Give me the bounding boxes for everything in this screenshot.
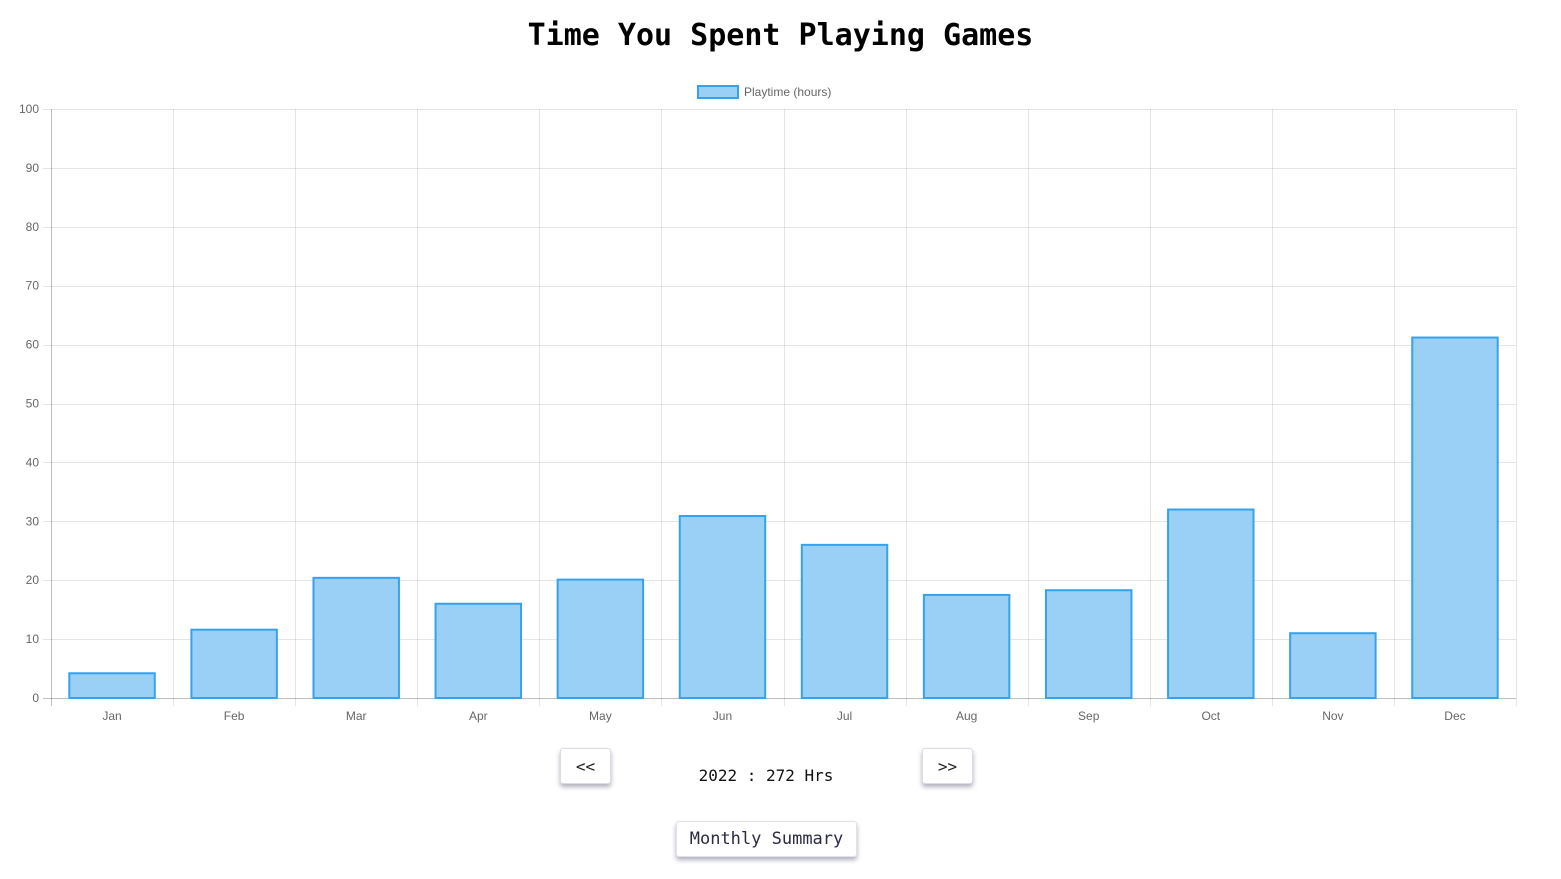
bar-jul[interactable] bbox=[800, 543, 889, 699]
y-tick-label: 90 bbox=[26, 161, 40, 175]
x-tick-label: May bbox=[589, 709, 612, 723]
bar-dec[interactable] bbox=[1411, 336, 1499, 699]
y-tick-label: 20 bbox=[26, 573, 40, 587]
monthly-summary-button[interactable]: Monthly Summary bbox=[676, 821, 857, 857]
chart-grid bbox=[43, 109, 1517, 706]
y-tick-label: 40 bbox=[26, 455, 40, 469]
x-tick-label: Jan bbox=[102, 709, 121, 723]
x-tick-label: Jul bbox=[837, 709, 852, 723]
bar-apr[interactable] bbox=[434, 602, 523, 700]
bar-aug[interactable] bbox=[922, 593, 1011, 699]
bar-feb[interactable] bbox=[190, 628, 278, 700]
x-tick-label: Sep bbox=[1078, 709, 1100, 723]
bar-jan[interactable] bbox=[68, 672, 156, 700]
x-tick-label: Nov bbox=[1322, 709, 1343, 723]
bar-oct[interactable] bbox=[1167, 508, 1255, 699]
page-title: Time You Spent Playing Games bbox=[527, 18, 1034, 53]
bar-sep[interactable] bbox=[1044, 589, 1133, 700]
y-tick-label: 50 bbox=[26, 397, 40, 411]
bar-jun[interactable] bbox=[678, 514, 767, 699]
playtime-bar-chart: Playtime (hours) 0102030405060708090100 … bbox=[19, 85, 1517, 723]
chart-bars bbox=[68, 336, 1499, 700]
y-tick-label: 60 bbox=[26, 338, 40, 352]
year-total-label: 2022 : 272 Hrs bbox=[698, 766, 834, 785]
y-tick-label: 10 bbox=[26, 632, 40, 646]
x-axis-ticks: Jan Feb Mar Apr May Jun Jul Aug Sep Oct Nov Dec bbox=[102, 709, 1465, 723]
x-tick-label: Feb bbox=[224, 709, 245, 723]
x-tick-label: Apr bbox=[469, 709, 488, 723]
legend-swatch bbox=[697, 85, 739, 99]
y-tick-label: 100 bbox=[19, 102, 39, 116]
previous-year-button[interactable]: << bbox=[560, 748, 611, 784]
legend-label: Playtime (hours) bbox=[744, 85, 831, 99]
x-tick-label: Jun bbox=[713, 709, 732, 723]
bar-nov[interactable] bbox=[1289, 632, 1377, 700]
x-tick-label: Mar bbox=[346, 709, 367, 723]
chart-legend[interactable]: Playtime (hours) bbox=[697, 85, 831, 99]
y-tick-label: 30 bbox=[26, 514, 40, 528]
x-tick-label: Dec bbox=[1444, 709, 1465, 723]
y-tick-label: 80 bbox=[26, 220, 40, 234]
x-tick-label: Oct bbox=[1201, 709, 1220, 723]
x-tick-label: Aug bbox=[956, 709, 977, 723]
next-year-button[interactable]: >> bbox=[922, 748, 973, 784]
bar-may[interactable] bbox=[556, 578, 645, 699]
y-tick-label: 70 bbox=[26, 279, 40, 293]
y-tick-label: 0 bbox=[32, 691, 39, 705]
y-axis-ticks: 0 10 20 30 40 50 60 70 80 90 100 bbox=[19, 102, 39, 705]
bar-mar[interactable] bbox=[312, 576, 400, 699]
